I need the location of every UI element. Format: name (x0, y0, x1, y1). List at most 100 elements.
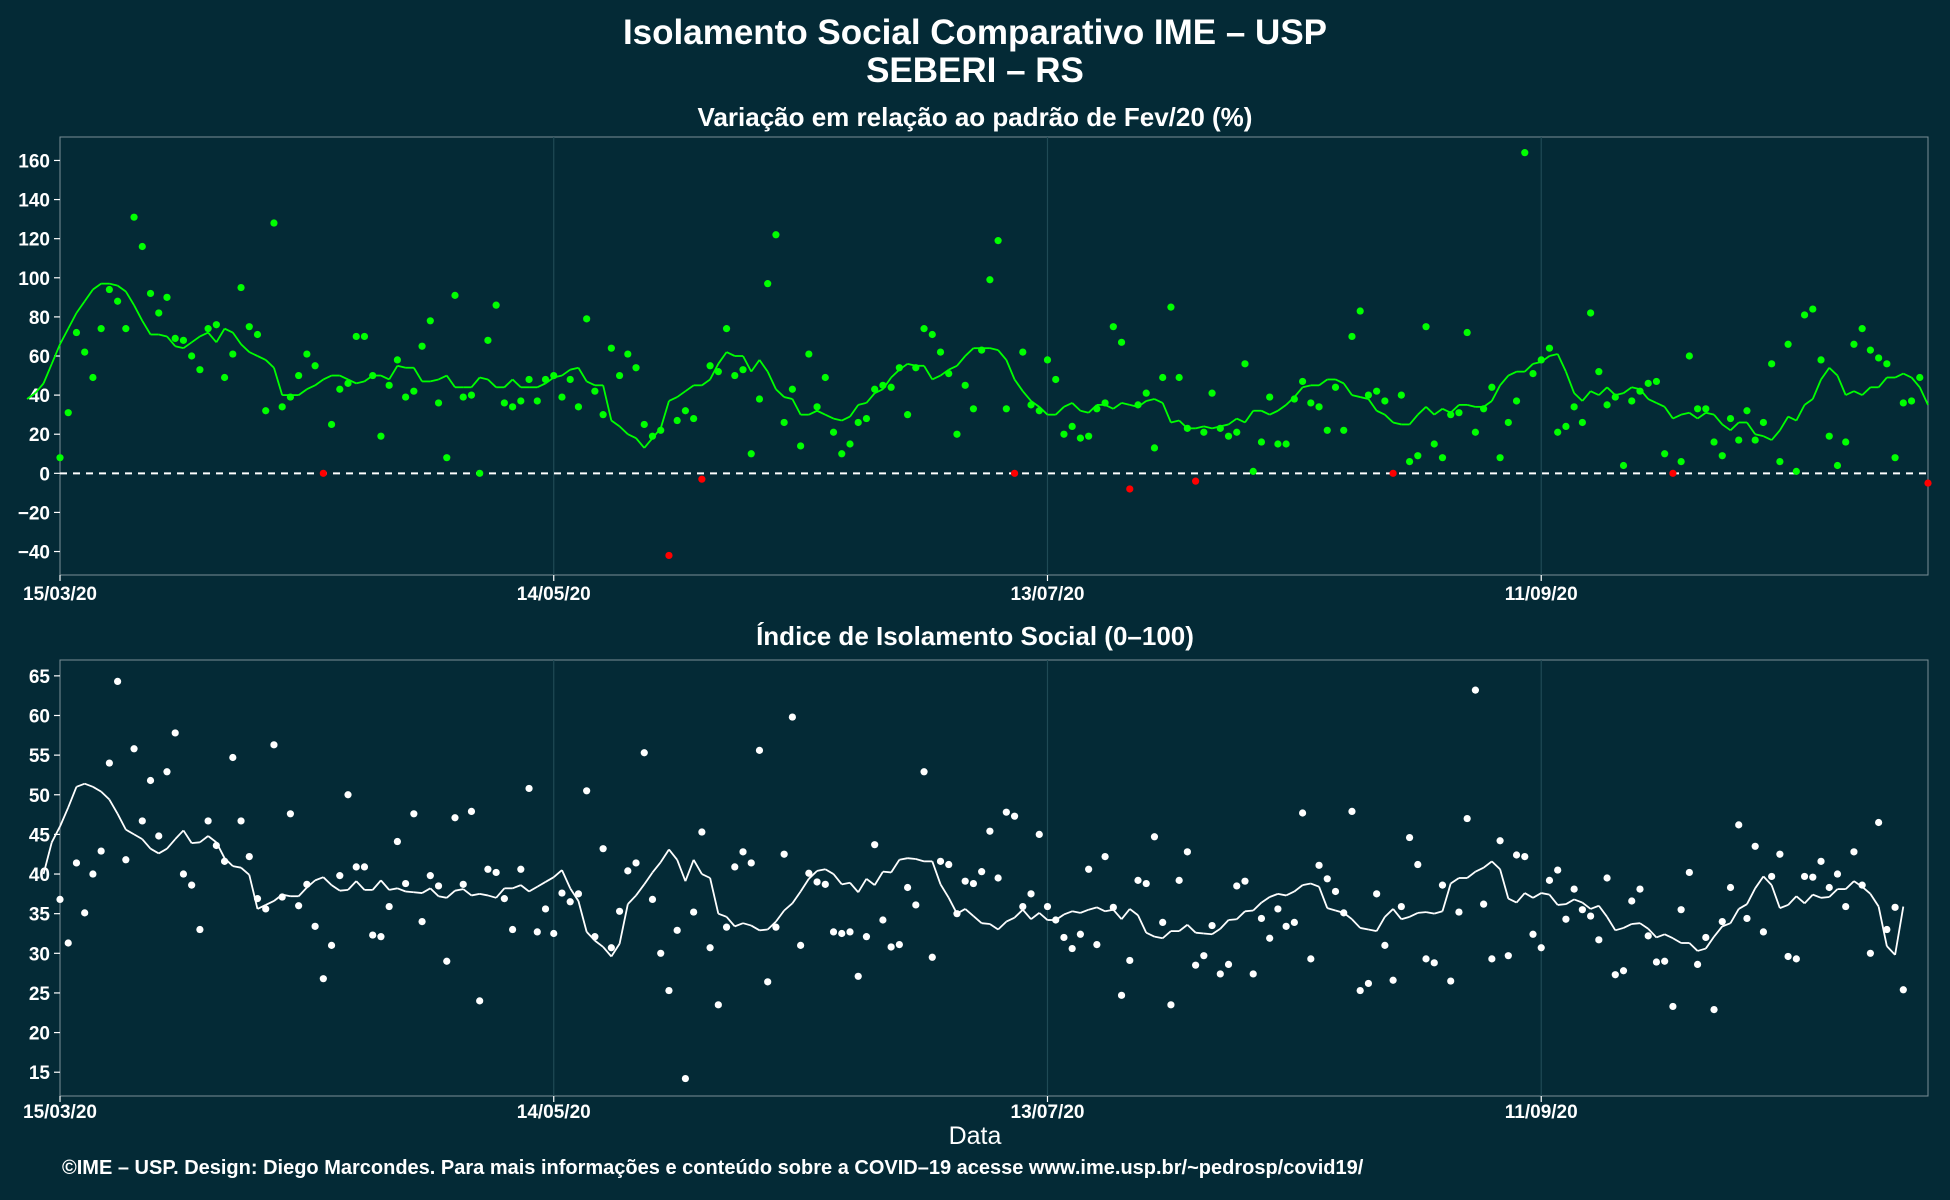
data-point (81, 348, 89, 356)
moving-average-segment (413, 891, 423, 894)
moving-average-segment (1754, 875, 1765, 889)
data-point (1134, 401, 1142, 409)
data-point (920, 768, 928, 776)
moving-average-segment (824, 868, 834, 875)
moving-average-segment (899, 857, 908, 861)
data-point (1743, 914, 1751, 923)
data-point (673, 416, 681, 425)
data-point (492, 301, 500, 309)
data-point (1430, 440, 1438, 448)
data-point (1693, 405, 1702, 413)
data-point (640, 420, 648, 429)
data-point (476, 469, 484, 477)
data-point (467, 391, 476, 399)
moving-average-segment (709, 363, 720, 380)
moving-average-segment (1022, 909, 1032, 920)
data-point (1085, 432, 1093, 440)
moving-average-segment (1063, 910, 1073, 916)
moving-average-segment (67, 312, 78, 330)
data-point (1611, 971, 1619, 979)
y-tick-label: 60 (29, 706, 50, 727)
data-point (1331, 383, 1340, 391)
data-point (1076, 930, 1085, 938)
moving-average-segment (1112, 402, 1123, 410)
moving-average-segment (413, 367, 423, 382)
data-point (706, 362, 714, 370)
moving-average-segment (939, 883, 950, 899)
moving-average-segment (199, 331, 209, 338)
data-point (459, 393, 467, 401)
moving-average-segment (791, 890, 802, 904)
data-point (130, 213, 138, 221)
data-point (179, 336, 188, 344)
data-point (838, 929, 846, 938)
data-point (903, 883, 912, 892)
data-point (1414, 860, 1422, 869)
y-tick-label: 65 (29, 667, 51, 688)
data-point (500, 895, 508, 903)
moving-average-segment (569, 887, 580, 902)
moving-average-segment (339, 374, 349, 381)
moving-average-segment (643, 871, 654, 885)
moving-average-segment (1680, 411, 1690, 416)
data-point (1735, 436, 1743, 444)
data-point (1315, 403, 1323, 411)
data-point (1521, 852, 1529, 861)
moving-average-segment (1228, 417, 1238, 426)
data-point (1422, 323, 1430, 331)
data-point (1817, 356, 1825, 364)
data-point (105, 285, 113, 294)
data-point (1323, 875, 1331, 883)
data-point (443, 454, 451, 462)
moving-average-segment (824, 413, 834, 420)
data-point (739, 848, 747, 856)
data-point (1858, 881, 1866, 889)
data-point (1636, 885, 1644, 893)
data-point (352, 863, 360, 871)
moving-average-segment (1491, 860, 1501, 870)
data-point (1447, 977, 1455, 985)
moving-average-segment (1351, 394, 1361, 398)
panel-title: Variação em relação ao padrão de Fev/20 … (698, 102, 1253, 132)
moving-average-segment (1351, 918, 1361, 929)
moving-average-segment (511, 378, 522, 388)
moving-average-segment (1656, 402, 1666, 408)
y-tick-label: 140 (18, 191, 50, 212)
y-tick-label: 45 (29, 825, 51, 846)
data-point (978, 868, 986, 876)
moving-average-segment (1672, 937, 1682, 944)
moving-average-segment (1129, 908, 1139, 916)
data-point (903, 411, 912, 419)
moving-average-segment (808, 409, 818, 416)
moving-average-segment (1005, 359, 1016, 380)
y-tick-label: −20 (18, 503, 50, 524)
data-point (1364, 391, 1373, 399)
data-point (245, 852, 253, 861)
data-point (1537, 356, 1545, 364)
data-point (714, 1001, 722, 1009)
data-point (879, 381, 887, 389)
moving-average-segment (1088, 906, 1098, 911)
data-point (89, 870, 97, 878)
data-point (188, 352, 196, 360)
moving-average-segment (92, 786, 102, 793)
data-point (945, 860, 953, 869)
moving-average-segment (75, 300, 86, 314)
moving-average-segment (314, 876, 324, 882)
moving-average-segment (577, 900, 588, 933)
data-point (1562, 915, 1570, 923)
data-point (1768, 360, 1776, 368)
data-point (1266, 393, 1274, 401)
data-point (484, 865, 492, 873)
data-point (1710, 1005, 1718, 1014)
moving-average-segment (1803, 894, 1814, 904)
moving-average-segment (1376, 409, 1386, 416)
moving-average-segment (841, 415, 851, 422)
moving-average-segment (799, 878, 810, 892)
data-point (451, 814, 459, 822)
data-point (1850, 340, 1858, 348)
moving-average-segment (76, 782, 86, 788)
data-point (229, 753, 237, 762)
data-point (1759, 418, 1768, 427)
data-point (1735, 821, 1743, 829)
